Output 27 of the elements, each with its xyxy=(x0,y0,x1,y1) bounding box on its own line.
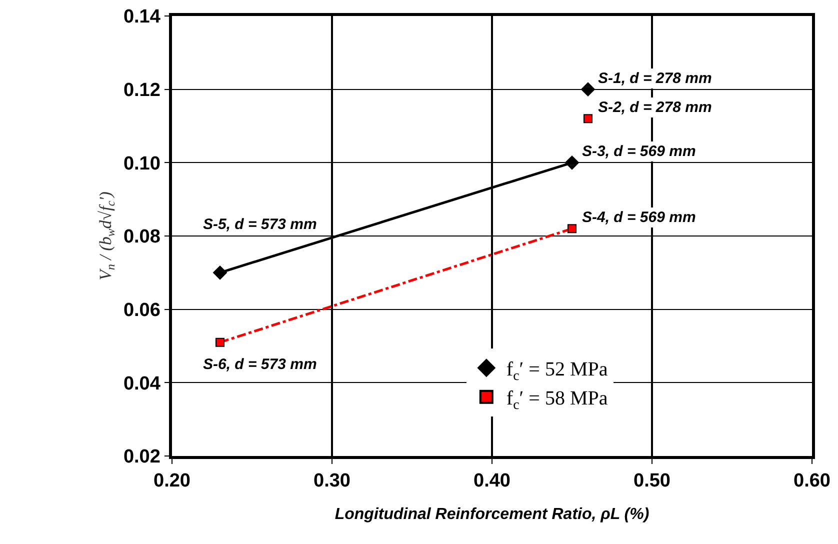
point xyxy=(216,338,224,347)
point xyxy=(581,82,595,96)
point xyxy=(584,114,592,124)
x-axis-title: Longitudinal Reinforcement Ratio, ρL (%) xyxy=(334,506,650,524)
annotation: S-6, d = 573 mm xyxy=(203,356,317,373)
annotation: S-4, d = 569 mm xyxy=(582,209,696,226)
point xyxy=(213,266,227,280)
legend-label: f$_{c}$′ = 58 MPa xyxy=(506,388,608,413)
y-tick-label: 0.02 xyxy=(123,446,160,468)
y-tick-label: 0.12 xyxy=(123,80,160,101)
y-tick-label: 0.06 xyxy=(123,300,160,321)
x-tick-label: 0.30 xyxy=(314,470,350,492)
point xyxy=(568,224,576,234)
annotation: S-1, d = 278 mm xyxy=(598,70,712,87)
y-tick-label: 0.08 xyxy=(123,226,160,248)
annotation: S-2, d = 278 mm xyxy=(598,99,712,116)
x-tick-label: 0.20 xyxy=(154,470,190,492)
point xyxy=(565,156,579,170)
x-tick-label: 0.60 xyxy=(794,470,830,492)
x-tick-label: 0.50 xyxy=(634,470,670,492)
annotation: S-5, d = 573 mm xyxy=(203,216,317,233)
x-tick-label: 0.40 xyxy=(474,470,510,492)
legend-label: f$_{c}$′ = 52 MPa xyxy=(506,358,608,384)
y-tick-label: 0.10 xyxy=(123,153,160,174)
annotation: S-3, d = 569 mm xyxy=(582,143,696,160)
y-tick-label: 0.14 xyxy=(123,6,161,28)
y-tick-label: 0.04 xyxy=(123,373,161,394)
